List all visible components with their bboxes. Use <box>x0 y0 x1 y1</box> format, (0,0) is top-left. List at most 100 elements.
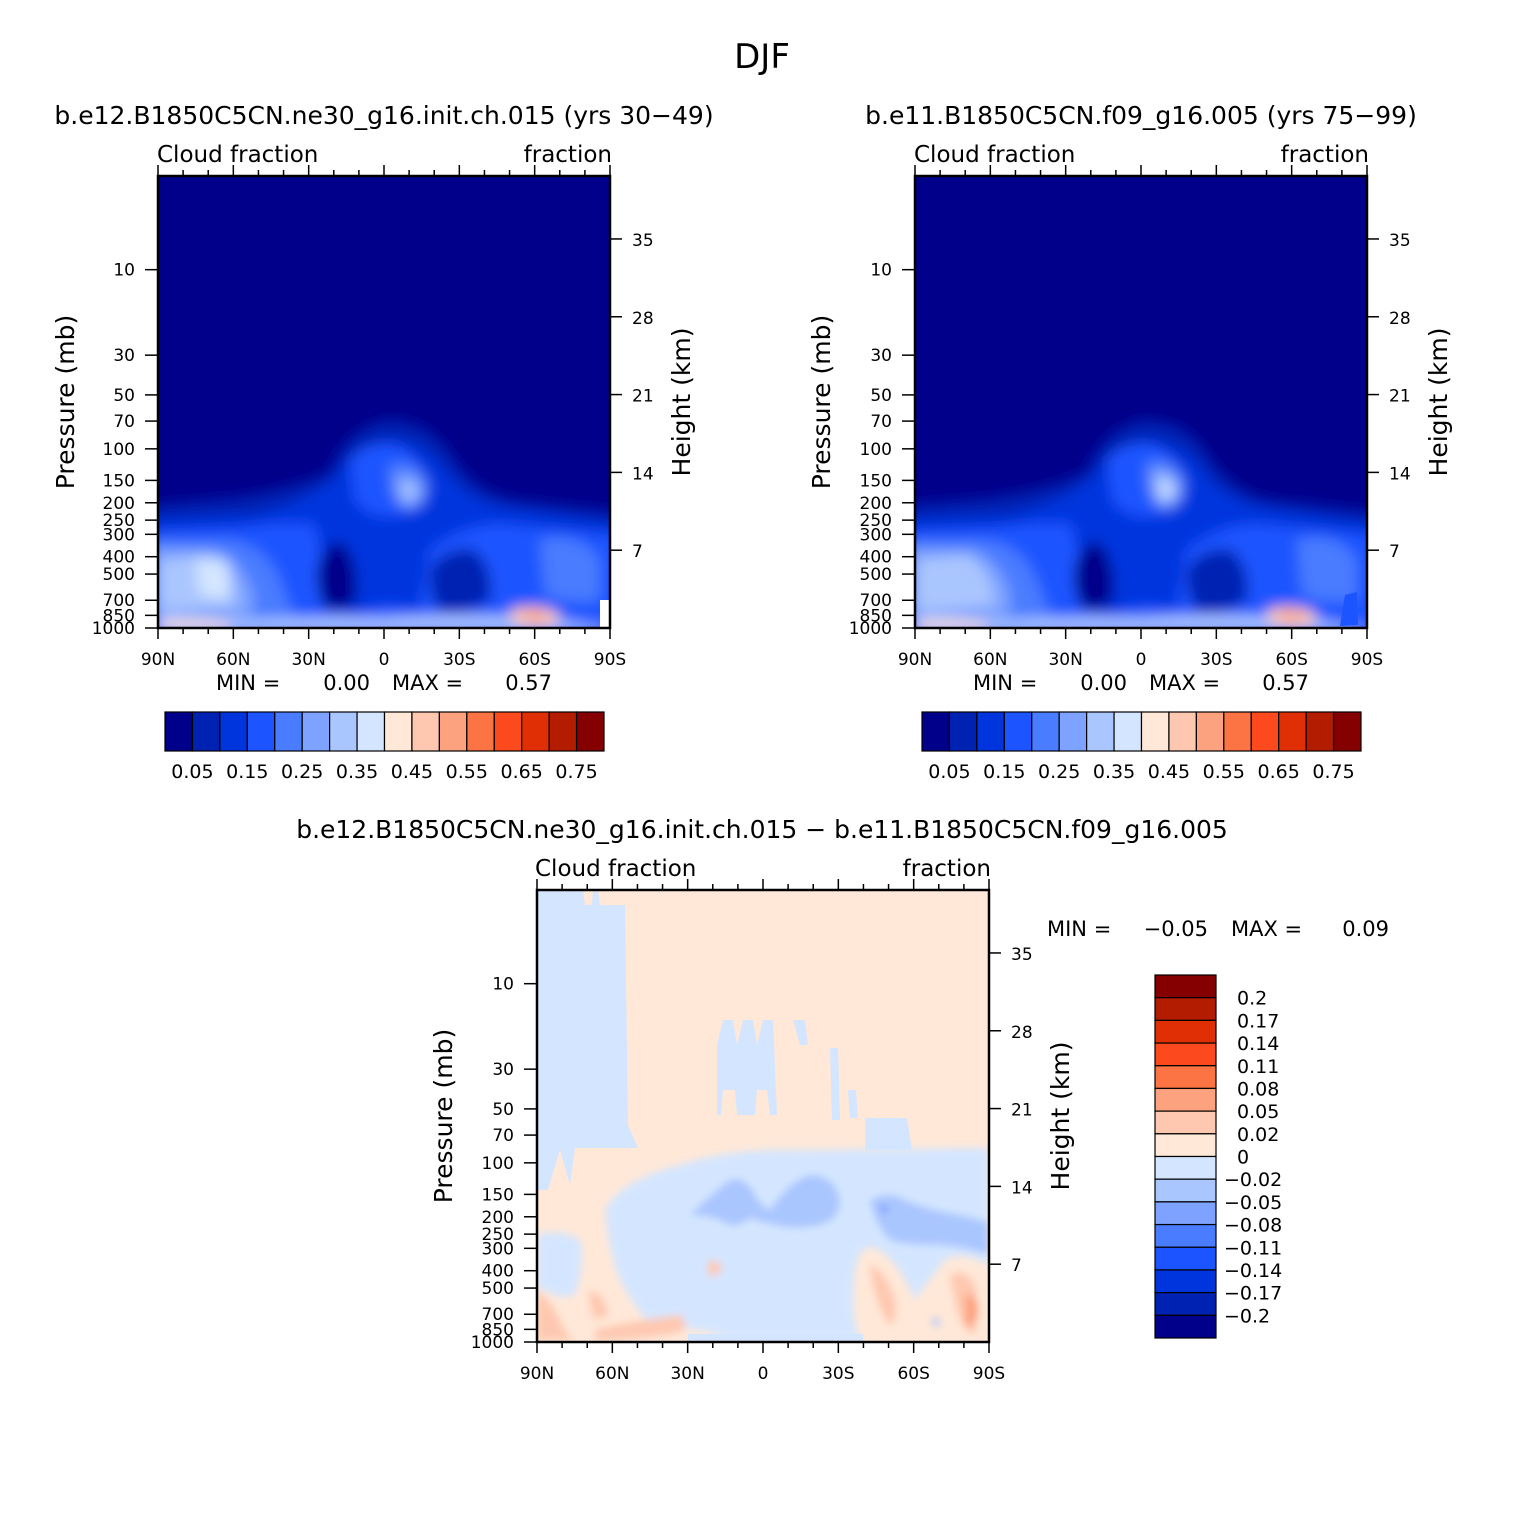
panel-3: b.e12.B1850C5CN.ne30_g16.init.ch.015 − b… <box>296 815 1389 1384</box>
colorbar-label: 0.75 <box>555 761 597 783</box>
y2-tick-label: 7 <box>1389 542 1400 562</box>
colorbar-label: 0.2 <box>1237 988 1267 1010</box>
x-tick-label: 30N <box>291 650 325 670</box>
y-tick-label: 200 <box>482 1208 514 1228</box>
x-tick-label: 60S <box>897 1364 929 1384</box>
colorbar-box <box>548 711 578 752</box>
colorbar-box <box>521 711 550 752</box>
colorbar-box <box>1154 1110 1217 1135</box>
x-tick-label: 60N <box>973 650 1007 670</box>
colorbar-label: 0 <box>1237 1147 1249 1169</box>
colorbar-box <box>976 711 1005 752</box>
colorbar-box <box>1058 711 1088 752</box>
colorbar-box <box>1154 1019 1217 1044</box>
panel-1-min-label: MIN = <box>216 671 280 695</box>
y-tick-label: 150 <box>860 471 892 491</box>
y2-tick-label: 28 <box>1389 309 1411 329</box>
panel-1-x-tick-labels: 90N 60N 30N 0 30S 60S 90S <box>141 650 626 670</box>
y-tick-label: 250 <box>482 1225 514 1245</box>
y-tick-label: 50 <box>113 386 135 406</box>
colorbar-box <box>356 711 386 752</box>
colorbar-box <box>219 711 248 752</box>
y2-tick-label: 35 <box>1011 945 1033 965</box>
colorbar-label: −0.02 <box>1224 1169 1282 1191</box>
y-tick-label: 100 <box>482 1154 514 1174</box>
y2-tick-label: 21 <box>632 387 654 407</box>
colorbar-box <box>1154 1178 1217 1203</box>
colorbar-label: −0.08 <box>1224 1215 1282 1237</box>
x-tick-label: 90S <box>973 1364 1005 1384</box>
panel-1-max-value: 0.57 <box>505 671 552 695</box>
panel-3-colorbar: 0.20.170.140.110.080.050.020−0.02−0.05−0… <box>1154 974 1282 1339</box>
colorbar-label: 0.45 <box>391 761 433 783</box>
colorbar-label: −0.14 <box>1224 1260 1282 1282</box>
x-tick-label: 0 <box>379 650 390 670</box>
y-tick-label: 300 <box>482 1239 514 1259</box>
panel-3-max-value: 0.09 <box>1342 917 1389 941</box>
colorbar-box <box>948 711 978 752</box>
panel-2: b.e11.B1850C5CN.f09_g16.005 (yrs 75−99) … <box>807 101 1453 783</box>
colorbar-box <box>1195 711 1225 752</box>
colorbar-box <box>1154 1155 1217 1180</box>
y-tick-label: 70 <box>492 1126 514 1146</box>
colorbar-box <box>1332 711 1362 752</box>
colorbar-label: 0.05 <box>1237 1101 1279 1123</box>
y-tick-label: 500 <box>103 565 135 585</box>
colorbar-box <box>1154 974 1217 999</box>
y-tick-label: 30 <box>870 346 892 366</box>
colorbar-label: 0.11 <box>1237 1056 1279 1078</box>
x-tick-label: 30N <box>670 1364 704 1384</box>
x-tick-label: 90N <box>520 1364 554 1384</box>
colorbar-box <box>493 711 523 752</box>
y-tick-label: 250 <box>103 511 135 531</box>
y-tick-label: 70 <box>870 412 892 432</box>
colorbar-box <box>1031 711 1060 752</box>
y-tick-label: 100 <box>860 440 892 460</box>
colorbar-box <box>1086 711 1115 752</box>
colorbar-box <box>1305 711 1335 752</box>
panel-1-y2-tick-labels: 35 28 21 14 7 <box>632 231 654 562</box>
y2-tick-label: 35 <box>1389 231 1411 251</box>
colorbar-box <box>329 711 358 752</box>
panel-3-max-label: MAX = <box>1231 917 1302 941</box>
panel-2-max-value: 0.57 <box>1262 671 1309 695</box>
colorbar-box <box>1113 711 1143 752</box>
panel-2-y2-tick-labels: 35 28 21 14 7 <box>1389 231 1411 562</box>
colorbar-label: 0.05 <box>171 761 213 783</box>
panel-2-y2-axis-label: Height (km) <box>1424 328 1453 477</box>
y-tick-label: 1000 <box>471 1333 514 1353</box>
y-tick-label: 850 <box>482 1320 514 1340</box>
y-tick-label: 10 <box>492 975 514 995</box>
y-tick-label: 30 <box>113 346 135 366</box>
y-tick-label: 700 <box>482 1305 514 1325</box>
colorbar-label: 0.65 <box>501 761 543 783</box>
colorbar-box <box>575 711 605 752</box>
colorbar-box <box>1154 1223 1217 1248</box>
colorbar-box <box>921 711 951 752</box>
panel-1-colorbar: 0.05 0.15 0.25 0.35 0.45 0.55 0.65 0.75 <box>164 711 605 783</box>
panel-2-right-label: fraction <box>1281 142 1369 168</box>
colorbar-box <box>1154 1246 1217 1271</box>
y-tick-label: 400 <box>860 548 892 568</box>
panel-2-contour-field <box>915 176 1367 628</box>
x-tick-label: 30S <box>1200 650 1232 670</box>
colorbar-label: 0.65 <box>1258 761 1300 783</box>
colorbar-box <box>1250 711 1280 752</box>
colorbar-box <box>1140 711 1170 752</box>
panel-3-title: b.e12.B1850C5CN.ne30_g16.init.ch.015 − b… <box>296 815 1228 844</box>
colorbar-label: 0.17 <box>1237 1010 1279 1032</box>
y-tick-label: 850 <box>860 606 892 626</box>
panel-1-ticks <box>145 165 622 639</box>
y-tick-label: 10 <box>870 261 892 281</box>
y-tick-label: 400 <box>482 1262 514 1282</box>
colorbar-label: 0.05 <box>928 761 970 783</box>
panel-2-x-tick-labels: 90N 60N 30N 0 30S 60S 90S <box>898 650 1383 670</box>
colorbar-box <box>1154 1201 1217 1226</box>
colorbar-box <box>466 711 495 752</box>
colorbar-box <box>1154 1065 1217 1090</box>
colorbar-box <box>1278 711 1307 752</box>
y2-tick-label: 14 <box>632 464 654 484</box>
colorbar-box <box>411 711 440 752</box>
panel-2-title: b.e11.B1850C5CN.f09_g16.005 (yrs 75−99) <box>865 101 1417 130</box>
